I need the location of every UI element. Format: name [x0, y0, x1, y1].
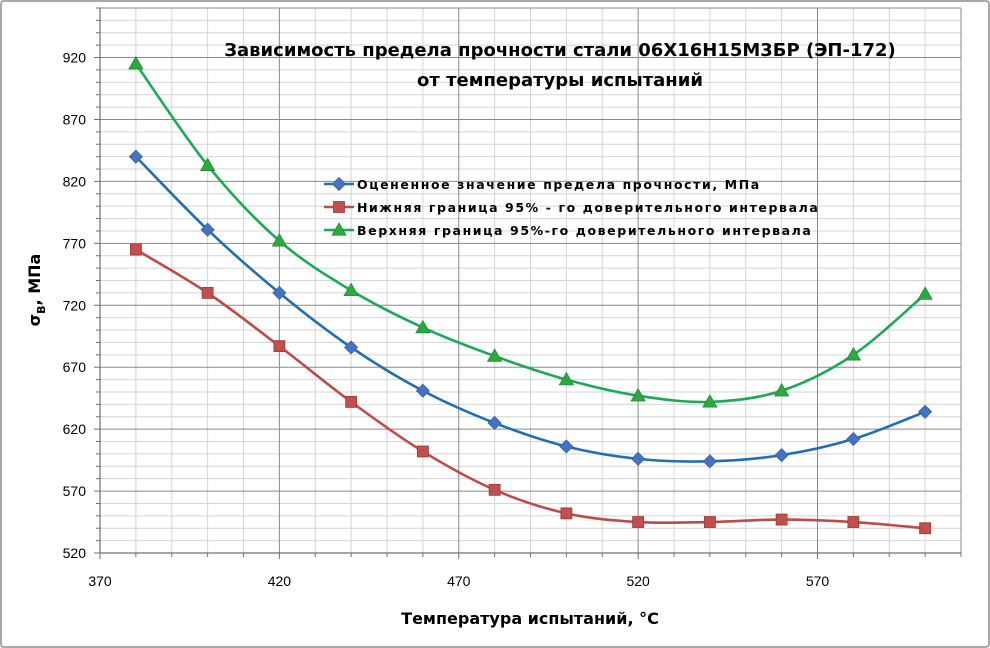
y-tick-label: 570: [63, 483, 87, 499]
data-point-lower-bound: [560, 507, 573, 520]
y-tick-label: 670: [63, 359, 87, 375]
legend-marker-lower-bound: [333, 201, 345, 213]
x-tick-label: 570: [806, 573, 830, 589]
series-line-upper-bound: [134, 62, 926, 404]
data-point-estimate: [272, 285, 287, 300]
x-tick-label: 420: [268, 573, 292, 589]
data-point-upper-bound: [630, 387, 646, 402]
x-tick-label: 470: [447, 573, 471, 589]
chart-title-line-2: от температуры испытаний: [417, 70, 703, 91]
data-point-lower-bound: [201, 286, 214, 299]
axes: [94, 7, 962, 559]
data-point-lower-bound: [488, 483, 501, 496]
data-point-upper-bound: [486, 348, 503, 362]
y-axis-title-unit: , МПа: [25, 254, 44, 306]
data-point-upper-bound: [702, 394, 718, 408]
x-tick-label: 520: [626, 573, 650, 589]
data-point-lower-bound: [416, 445, 429, 458]
legend-label-estimate: Оцененное значение предела прочности, МП…: [357, 177, 761, 192]
y-tick-label: 920: [63, 50, 87, 66]
data-point-lower-bound: [273, 340, 286, 353]
data-point-upper-bound: [199, 157, 216, 171]
data-point-estimate: [774, 448, 789, 463]
y-tick-label: 770: [63, 235, 87, 251]
data-point-lower-bound: [129, 243, 142, 256]
data-point-upper-bound: [845, 347, 862, 361]
legend: Оцененное значение предела прочности, МП…: [324, 176, 819, 238]
data-point-lower-bound: [919, 522, 932, 535]
data-point-estimate: [487, 415, 502, 431]
y-tick-labels: 520 570 620 670 720 770 820 870 920: [63, 50, 87, 561]
data-point-estimate: [559, 439, 574, 454]
x-tick-label: 370: [88, 573, 112, 589]
x-tick-labels: 370 420 470 520 570: [88, 573, 829, 589]
y-tick-label: 720: [63, 297, 87, 313]
data-point-upper-bound: [271, 233, 288, 247]
data-point-estimate: [846, 431, 861, 447]
data-point-upper-bound: [773, 382, 790, 397]
data-point-estimate: [702, 454, 717, 469]
data-point-upper-bound: [343, 282, 359, 297]
legend-marker-upper-bound: [331, 222, 347, 236]
y-axis-title-subscript: B: [35, 305, 48, 313]
y-axis-title: σB, МПа: [25, 254, 48, 327]
legend-marker-estimate: [331, 176, 347, 192]
data-point-upper-bound: [917, 286, 933, 300]
data-point-estimate: [344, 340, 359, 355]
data-point-estimate: [128, 149, 143, 164]
data-point-upper-bound: [128, 55, 144, 70]
x-axis-title: Температура испытаний, °С: [401, 609, 659, 628]
data-point-estimate: [631, 451, 646, 466]
data-point-estimate: [415, 383, 430, 398]
series-markers: [128, 55, 933, 535]
y-tick-label: 520: [63, 545, 87, 561]
y-axis-title-symbol: σ: [25, 314, 44, 326]
data-point-lower-bound: [847, 516, 860, 528]
data-point-estimate: [918, 404, 933, 419]
data-point-lower-bound: [703, 516, 716, 528]
data-point-upper-bound: [558, 371, 575, 386]
y-tick-label: 620: [63, 421, 87, 437]
y-tick-label: 820: [63, 173, 87, 189]
y-tick-label: 870: [63, 111, 87, 127]
legend-label-lower-bound: Нижняя граница 95% - го доверительного и…: [357, 200, 819, 215]
data-point-estimate: [200, 222, 215, 237]
data-point-upper-bound: [415, 319, 431, 334]
data-point-lower-bound: [345, 395, 358, 408]
legend-label-upper-bound: Верхняя граница 95%-го доверительного ин…: [357, 223, 812, 238]
data-point-lower-bound: [775, 513, 788, 526]
chart-title-line-1: Зависимость предела прочности стали 06Х1…: [224, 40, 896, 61]
data-point-lower-bound: [632, 516, 645, 528]
